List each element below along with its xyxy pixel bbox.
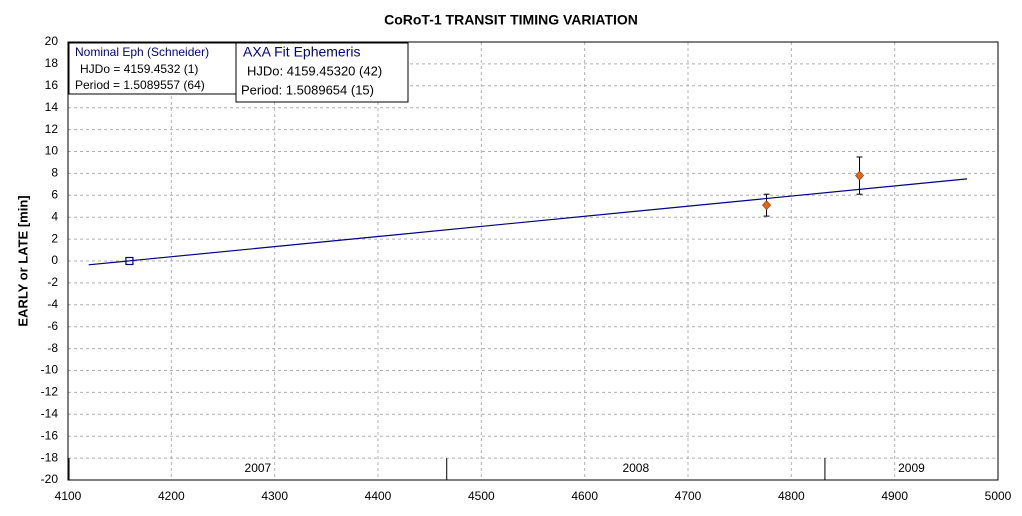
year-label: 2008 xyxy=(622,461,649,475)
chart-title: CoRoT-1 TRANSIT TIMING VARIATION xyxy=(384,12,638,28)
point xyxy=(125,256,134,266)
annotation-box xyxy=(68,42,237,95)
annotation-text: HJDo = 4159.4532 (1) xyxy=(80,62,198,76)
annotation-box xyxy=(235,42,409,103)
y-tick-label: 10 xyxy=(45,144,59,158)
y-tick-label: -18 xyxy=(41,450,59,464)
y-tick-label: 6 xyxy=(51,187,58,201)
annotation-text: Nominal Eph (Schneider) xyxy=(75,45,209,59)
y-tick-label: 12 xyxy=(45,122,59,136)
y-tick-label: -10 xyxy=(41,363,59,377)
x-tick-label: 5000 xyxy=(985,489,1012,503)
point xyxy=(762,200,771,211)
y-tick-label: 4 xyxy=(51,209,58,223)
y-tick-label: 20 xyxy=(45,34,59,48)
x-tick-label: 4800 xyxy=(778,489,805,503)
x-tick-label: 4600 xyxy=(571,489,598,503)
x-tick-label: 4500 xyxy=(468,489,495,503)
year-label: 2009 xyxy=(898,461,925,475)
point xyxy=(855,170,864,181)
y-tick-label: 0 xyxy=(51,253,58,267)
x-tick-label: 4400 xyxy=(365,489,392,503)
y-tick-label: 2 xyxy=(51,231,58,245)
x-tick-label: 4700 xyxy=(675,489,702,503)
year-label: 2007 xyxy=(245,461,272,475)
annotation-text: HJDo: 4159.45320 (42) xyxy=(247,63,382,78)
y-tick-label: -8 xyxy=(47,341,58,355)
annotation-text: AXA Fit Ephemeris xyxy=(243,44,361,60)
y-tick-label: 18 xyxy=(45,56,59,70)
y-tick-label: -12 xyxy=(41,385,59,399)
y-tick-label: -16 xyxy=(41,428,59,442)
y-tick-label: -20 xyxy=(41,472,59,486)
x-tick-label: 4100 xyxy=(55,489,82,503)
y-tick-label: 14 xyxy=(45,100,59,114)
y-tick-label: 16 xyxy=(45,78,59,92)
y-tick-label: -14 xyxy=(41,406,59,420)
grid xyxy=(67,41,999,481)
x-tick-label: 4300 xyxy=(261,489,288,503)
y-tick-label: -4 xyxy=(47,297,58,311)
y-tick-label: -6 xyxy=(47,319,58,333)
annotation-text: Period: 1.5089654 (15) xyxy=(241,82,374,97)
annotation-text: Period = 1.5089557 (64) xyxy=(75,78,205,92)
y-tick-label: -2 xyxy=(47,275,58,289)
plot-frame xyxy=(67,41,999,481)
fit-line xyxy=(88,178,968,266)
x-tick-label: 4200 xyxy=(158,489,185,503)
x-tick-label: 4900 xyxy=(881,489,908,503)
y-axis-label: EARLY or LATE [min] xyxy=(15,195,30,326)
y-tick-label: 8 xyxy=(51,166,58,180)
